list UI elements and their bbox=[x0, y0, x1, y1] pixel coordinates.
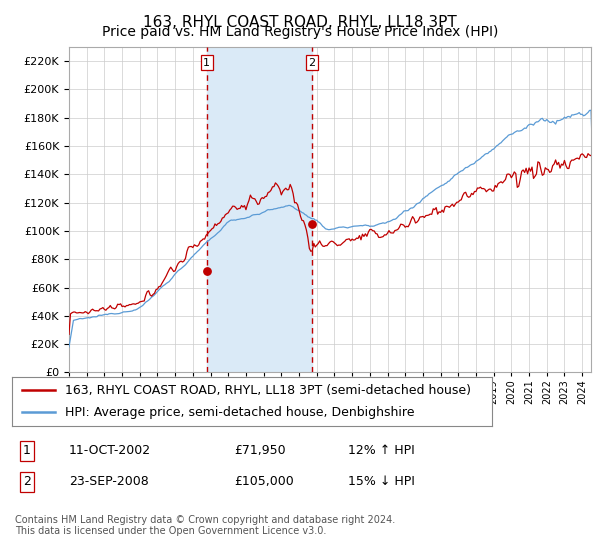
Text: £105,000: £105,000 bbox=[234, 475, 294, 488]
Text: 163, RHYL COAST ROAD, RHYL, LL18 3PT: 163, RHYL COAST ROAD, RHYL, LL18 3PT bbox=[143, 15, 457, 30]
Text: This data is licensed under the Open Government Licence v3.0.: This data is licensed under the Open Gov… bbox=[15, 526, 326, 536]
Text: 15% ↓ HPI: 15% ↓ HPI bbox=[348, 475, 415, 488]
Text: 1: 1 bbox=[203, 58, 210, 68]
Text: 23-SEP-2008: 23-SEP-2008 bbox=[69, 475, 149, 488]
Text: Contains HM Land Registry data © Crown copyright and database right 2024.: Contains HM Land Registry data © Crown c… bbox=[15, 515, 395, 525]
Point bbox=[307, 220, 317, 228]
Text: 11-OCT-2002: 11-OCT-2002 bbox=[69, 444, 151, 458]
Point bbox=[202, 266, 211, 275]
Text: 2: 2 bbox=[308, 58, 316, 68]
Text: £71,950: £71,950 bbox=[234, 444, 286, 458]
Text: 12% ↑ HPI: 12% ↑ HPI bbox=[348, 444, 415, 458]
Text: HPI: Average price, semi-detached house, Denbighshire: HPI: Average price, semi-detached house,… bbox=[65, 406, 415, 419]
Bar bbox=[206, 47, 312, 372]
Text: 1: 1 bbox=[23, 444, 31, 458]
Text: 163, RHYL COAST ROAD, RHYL, LL18 3PT (semi-detached house): 163, RHYL COAST ROAD, RHYL, LL18 3PT (se… bbox=[65, 384, 471, 396]
Text: Price paid vs. HM Land Registry's House Price Index (HPI): Price paid vs. HM Land Registry's House … bbox=[102, 25, 498, 39]
Text: 2: 2 bbox=[23, 475, 31, 488]
